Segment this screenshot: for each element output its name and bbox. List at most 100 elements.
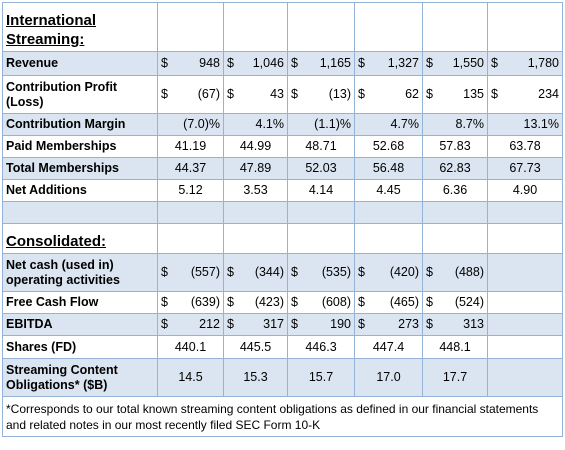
value-cell: $ (535) [287,253,355,292]
empty-cell [223,223,288,254]
value-cell: $234 [487,75,563,114]
value-cell: 44.99 [223,135,288,158]
value-cell [487,291,563,314]
currency-symbol: $ [358,56,365,70]
value: 313 [463,317,484,331]
currency-symbol: $ [161,56,168,70]
value-cell: $1,165 [287,51,355,76]
value-cell: $ (67) [157,75,224,114]
value-cell: 448.1 [422,335,488,359]
row-shares: Shares (FD) 440.1 445.5 446.3 447.4 448.1 [2,335,563,359]
value: 135 [463,87,484,101]
row-net_cash: Net cash (used in) operating activities $… [2,253,563,292]
value: 62 [405,87,419,101]
value-cell: $313 [422,313,488,336]
empty-cell [354,223,423,254]
value: 1,550 [452,56,484,70]
currency-symbol: $ [358,87,365,101]
value-cell: $1,780 [487,51,563,76]
value: (535) [321,265,351,279]
value: (488) [454,265,484,279]
currency-symbol: $ [358,265,365,279]
footnote-row: *Corresponds to our total known streamin… [2,396,563,437]
value: 234 [538,87,559,101]
value-cell: $ (420) [354,253,423,292]
empty-cell [422,223,488,254]
currency-symbol: $ [291,87,298,101]
row-contribution_margin: Contribution Margin (7.0)% 4.1% (1.1)% 4.7% 8… [2,113,563,136]
value-cell [487,358,563,397]
empty-cell [223,201,288,224]
value-cell: 15.7 [287,358,355,397]
footnote: *Corresponds to our total known streamin… [2,396,563,437]
value-cell [487,253,563,292]
currency-symbol: $ [426,265,433,279]
row-free_cash_flow: Free Cash Flow $ (639) $ (423) $ (608) $ (465) $(… [2,291,563,314]
empty-cell [487,201,563,224]
currency-symbol: $ [358,317,365,331]
row-streaming_obligations: Streaming Content Obligations* ($B) 14.5 1… [2,358,563,397]
value-cell [487,313,563,336]
value: (67) [197,87,220,101]
row-label: Contribution Profit (Loss) [2,75,158,114]
currency-symbol: $ [358,295,365,309]
row-revenue: Revenue $948 $1,046 $1,165 $1,327 $1,550 $1,78… [2,51,563,76]
row-contribution_profit: Contribution Profit (Loss) $ (67) $43 $ (13) $… [2,75,563,114]
empty-cell [422,201,488,224]
row-label: Net cash (used in) operating activities [2,253,158,292]
empty-cell [354,201,423,224]
row-net_additions: Net Additions 5.12 3.53 4.14 4.45 6.36 4.90 [2,179,563,202]
empty-cell [2,201,158,224]
value-cell: $135 [422,75,488,114]
row-label: Free Cash Flow [2,291,158,314]
value-cell: 63.78 [487,135,563,158]
empty-cell [487,2,563,52]
value-cell: $948 [157,51,224,76]
empty-cell [287,223,355,254]
value-cell: (1.1)% [287,113,355,136]
value-cell: 446.3 [287,335,355,359]
value-cell: $ (344) [223,253,288,292]
currency-symbol: $ [227,295,234,309]
row-label: Contribution Margin [2,113,158,136]
empty-cell [354,2,423,52]
value-cell [487,335,563,359]
currency-symbol: $ [161,265,168,279]
currency-symbol: $ [291,56,298,70]
value-cell: (7.0)% [157,113,224,136]
empty-cell [223,2,288,52]
value: 1,327 [387,56,419,70]
currency-symbol: $ [426,317,433,331]
value: (465) [389,295,419,309]
empty-cell [287,201,355,224]
currency-symbol: $ [491,87,498,101]
row-total_memberships: Total Memberships 44.37 47.89 52.03 56.48 62.… [2,157,563,180]
empty-cell [287,2,355,52]
currency-symbol: $ [161,295,168,309]
value-cell: 47.89 [223,157,288,180]
currency-symbol: $ [291,265,298,279]
value-cell: 4.90 [487,179,563,202]
value-cell: 4.14 [287,179,355,202]
value-cell: $212 [157,313,224,336]
value: 43 [270,87,284,101]
value-cell: 13.1% [487,113,563,136]
value-cell: 440.1 [157,335,224,359]
value-cell: 15.3 [223,358,288,397]
value: (420) [389,265,419,279]
value-cell: $1,046 [223,51,288,76]
value-cell: 3.53 [223,179,288,202]
value-cell: 52.03 [287,157,355,180]
currency-symbol: $ [161,317,168,331]
row-label: EBITDA [2,313,158,336]
row-label: Consolidated: [2,223,158,254]
value-cell: 4.45 [354,179,423,202]
value-cell: 4.1% [223,113,288,136]
value: (13) [328,87,351,101]
value: 1,165 [319,56,351,70]
empty-cell [487,223,563,254]
value-cell: 447.4 [354,335,423,359]
value: (344) [254,265,284,279]
value-cell: 67.73 [487,157,563,180]
currency-symbol: $ [291,295,298,309]
